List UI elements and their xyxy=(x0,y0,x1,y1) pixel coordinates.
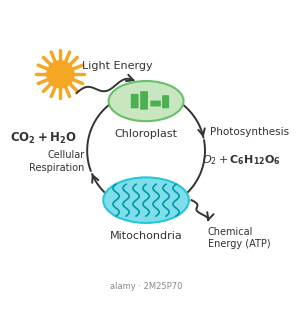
FancyBboxPatch shape xyxy=(162,95,169,108)
FancyBboxPatch shape xyxy=(140,91,148,110)
Text: Light Energy: Light Energy xyxy=(82,61,152,71)
FancyBboxPatch shape xyxy=(131,94,139,108)
Circle shape xyxy=(47,61,74,88)
Ellipse shape xyxy=(103,177,189,223)
Ellipse shape xyxy=(109,81,184,121)
Text: Chloroplast: Chloroplast xyxy=(115,129,178,139)
Text: Cellular
Respiration: Cellular Respiration xyxy=(29,150,85,172)
Text: Chemical
Energy (ATP): Chemical Energy (ATP) xyxy=(208,227,270,249)
Text: $O_2 + \mathbf{C_6H_{12}O_6}$: $O_2 + \mathbf{C_6H_{12}O_6}$ xyxy=(202,153,281,167)
Text: alamy · 2M25P70: alamy · 2M25P70 xyxy=(110,282,182,291)
FancyBboxPatch shape xyxy=(150,100,161,107)
Text: Mitochondria: Mitochondria xyxy=(110,231,182,241)
Text: $\mathbf{CO_2 + H_2O}$: $\mathbf{CO_2 + H_2O}$ xyxy=(10,131,76,146)
Text: Photosynthesis: Photosynthesis xyxy=(210,127,290,137)
